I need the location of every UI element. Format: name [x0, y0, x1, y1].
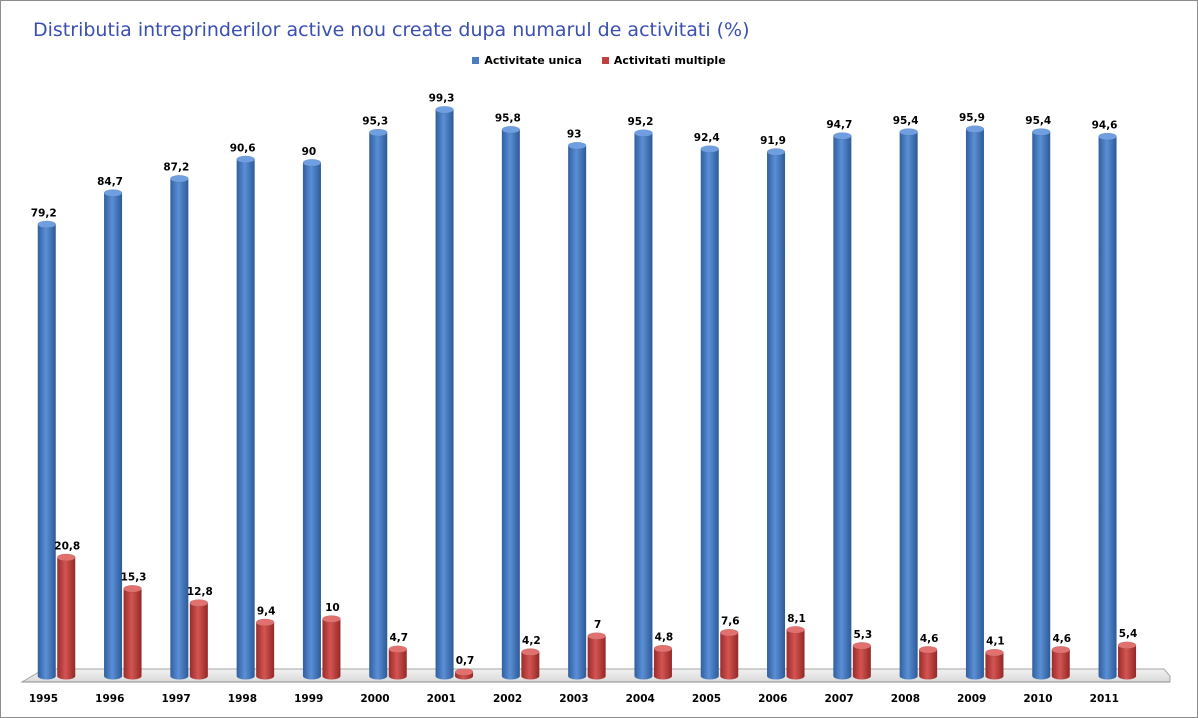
chart-legend: Activitate unica Activitati multiple [0, 54, 1198, 67]
data-label-multiple-2005: 7,6 [721, 616, 740, 628]
bar-multiple-2000 [388, 645, 407, 680]
bar-single-1998 [236, 155, 255, 680]
x-tick-label-2007: 2007 [824, 693, 853, 705]
bar-single-2010 [1032, 128, 1051, 680]
x-tick-label-2006: 2006 [758, 693, 787, 705]
data-label-multiple-1996: 15,3 [121, 572, 147, 584]
bar-multiple-2005 [720, 628, 739, 680]
data-label-multiple-1999: 10 [325, 602, 340, 614]
data-label-single-2004: 95,2 [627, 116, 653, 128]
data-label-multiple-2008: 4,6 [920, 633, 939, 645]
x-tick-label-2008: 2008 [891, 693, 920, 705]
data-label-multiple-2009: 4,1 [986, 636, 1005, 648]
bar-single-2001 [435, 105, 454, 680]
bar-single-2004 [634, 129, 653, 680]
data-label-multiple-1998: 9,4 [257, 605, 276, 617]
legend-item-multiple: Activitati multiple [601, 54, 726, 67]
x-tick-label-1995: 1995 [29, 693, 58, 705]
data-label-multiple-2006: 8,1 [787, 613, 806, 625]
data-label-multiple-2007: 5,3 [854, 629, 873, 641]
x-tick-label-2003: 2003 [559, 693, 588, 705]
bar-multiple-1996 [123, 584, 142, 680]
bar-single-2000 [369, 128, 388, 680]
data-label-single-2001: 99,3 [429, 93, 455, 105]
bar-single-2005 [700, 145, 719, 680]
data-label-single-2002: 95,8 [495, 113, 521, 125]
data-label-multiple-2010: 4,6 [1052, 633, 1071, 645]
data-label-single-2000: 95,3 [362, 116, 388, 128]
x-tick-label-2005: 2005 [692, 693, 721, 705]
bar-single-1999 [302, 159, 322, 680]
bar-multiple-2004 [653, 644, 673, 680]
bar-multiple-2011 [1117, 641, 1137, 680]
bar-single-2008 [899, 128, 918, 680]
x-tick-label-1999: 1999 [294, 693, 323, 705]
legend-item-single: Activitate unica [472, 54, 582, 67]
x-tick-label-2001: 2001 [427, 693, 456, 705]
data-label-multiple-2002: 4,2 [522, 635, 541, 647]
data-label-multiple-2001: 0,7 [456, 655, 475, 667]
data-label-multiple-1995: 20,8 [54, 540, 80, 552]
bar-multiple-2009 [985, 648, 1004, 680]
data-label-single-1998: 90,6 [230, 142, 256, 154]
data-label-multiple-1997: 12,8 [187, 586, 213, 598]
bar-single-1995 [37, 220, 56, 680]
data-label-single-2008: 95,4 [893, 115, 919, 127]
bar-single-2011 [1098, 132, 1117, 680]
data-label-single-2006: 91,9 [760, 135, 786, 147]
x-tick-label-2002: 2002 [493, 693, 522, 705]
bar-single-2002 [501, 125, 521, 680]
data-label-multiple-2004: 4,8 [655, 632, 674, 644]
data-label-single-2007: 94,7 [826, 119, 852, 131]
data-label-single-1999: 90 [302, 146, 317, 158]
x-tick-label-2011: 2011 [1090, 693, 1119, 705]
legend-label-multiple: Activitati multiple [613, 54, 726, 67]
x-tick-label-2010: 2010 [1023, 693, 1052, 705]
bar-single-1996 [103, 189, 123, 680]
data-label-multiple-2000: 4,7 [389, 632, 408, 644]
bar-multiple-2006 [786, 626, 805, 680]
data-label-single-1996: 84,7 [97, 176, 123, 188]
data-label-single-1995: 79,2 [31, 207, 57, 219]
data-label-single-2009: 95,9 [959, 112, 985, 124]
bar-multiple-2001 [454, 668, 474, 680]
bar-multiple-2002 [521, 648, 540, 680]
data-label-single-2005: 92,4 [694, 132, 720, 144]
legend-swatch-multiple [601, 57, 609, 64]
bar-single-2007 [833, 132, 852, 680]
bar-single-2003 [567, 141, 587, 680]
data-label-multiple-2003: 7 [594, 619, 601, 631]
legend-label-single: Activitate unica [484, 54, 582, 67]
data-label-single-2003: 93 [567, 129, 582, 141]
data-label-single-2010: 95,4 [1025, 115, 1051, 127]
bar-single-1997 [170, 174, 189, 680]
data-label-multiple-2011: 5,4 [1119, 628, 1138, 640]
bar-multiple-1997 [189, 599, 209, 680]
bar-single-2006 [766, 148, 786, 680]
x-tick-label-1997: 1997 [161, 693, 190, 705]
x-tick-label-1996: 1996 [95, 693, 124, 705]
legend-swatch-single [472, 57, 480, 64]
x-tick-label-1998: 1998 [228, 693, 257, 705]
bar-multiple-1999 [322, 615, 341, 680]
bar-multiple-2003 [587, 632, 606, 680]
data-label-single-2011: 94,6 [1092, 120, 1118, 132]
x-tick-label-2000: 2000 [360, 693, 389, 705]
x-tick-label-2004: 2004 [626, 693, 655, 705]
bar-multiple-2008 [918, 646, 938, 680]
bar-multiple-2007 [852, 642, 872, 680]
chart-title: Distributia intreprinderilor active nou … [33, 19, 750, 41]
bar-multiple-2010 [1051, 646, 1070, 680]
data-label-single-1997: 87,2 [163, 162, 189, 174]
bar-single-2009 [965, 125, 985, 680]
bar-multiple-1995 [57, 553, 76, 680]
x-tick-label-2009: 2009 [957, 693, 986, 705]
bar-multiple-1998 [255, 618, 275, 680]
